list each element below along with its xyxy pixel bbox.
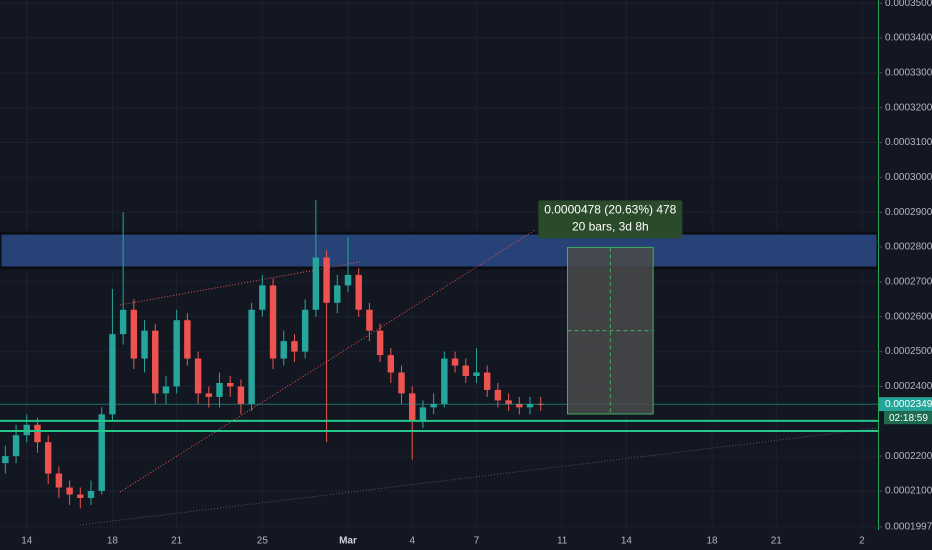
candle-body	[430, 403, 437, 408]
candle-body	[119, 309, 127, 335]
y-tick-label: 0.0002200	[885, 451, 932, 462]
candle-body	[216, 382, 223, 397]
candle-body	[269, 285, 277, 359]
x-tick-label: 18	[107, 536, 119, 547]
candle-body	[98, 414, 105, 491]
measure-sublabel: 20 bars, 3d 8h	[572, 220, 649, 234]
y-tick-label: 0.0002400	[885, 381, 932, 392]
candle-body	[376, 330, 384, 356]
candle-body	[259, 285, 266, 310]
y-tick-label: 0.0003100	[885, 137, 932, 148]
candle-body	[130, 309, 138, 359]
candle-body	[398, 372, 405, 394]
last-price-label: 0.0002349	[885, 399, 932, 410]
x-tick-label: 4	[409, 536, 415, 547]
candle-body	[355, 274, 362, 310]
x-tick-label: Mar	[339, 536, 357, 547]
candle-body	[23, 424, 30, 436]
trend-line	[79, 427, 879, 526]
candle-body	[483, 372, 491, 390]
candle-body	[226, 382, 234, 387]
candle-body	[334, 285, 341, 303]
x-tick-label: 11	[557, 536, 568, 547]
x-tick-label: 7	[474, 536, 480, 547]
countdown-badge	[884, 411, 932, 425]
y-tick-label: 0.0002600	[885, 311, 932, 322]
candle-body	[2, 456, 9, 464]
candle-body	[312, 257, 320, 310]
candle-body	[248, 309, 255, 404]
candle-body	[141, 330, 148, 359]
candle-body	[366, 309, 373, 331]
candle-body	[87, 490, 95, 498]
candle-body	[526, 403, 534, 408]
candles	[2, 200, 544, 509]
candle-body	[34, 424, 41, 443]
candle-body	[194, 358, 202, 394]
candle-body	[55, 473, 63, 488]
candle-body	[12, 435, 20, 457]
candle-body	[323, 257, 330, 303]
candle-body	[516, 403, 523, 408]
price-axis-bg	[878, 0, 932, 550]
y-tick-label: 0.0001997	[885, 522, 932, 533]
y-tick-label: 0.0002900	[885, 207, 932, 218]
x-tick-label: 14	[21, 536, 33, 547]
overlay: 0.0000478 (20.63%) 478 20 bars, 3d 8h	[0, 200, 878, 433]
candle-body	[301, 309, 309, 352]
candle-body	[387, 355, 395, 373]
price-axis: 0.0003500 0.0003400 0.0003300 0.0003200 0.00…	[878, 0, 932, 550]
measure-label-bg	[538, 200, 683, 239]
y-tick-label: 0.0002500	[885, 346, 932, 357]
trend-line	[119, 229, 536, 493]
candle-body	[473, 372, 480, 376]
candle-body	[152, 330, 159, 394]
candle-body	[237, 386, 245, 404]
y-tick-label: 0.0003200	[885, 102, 932, 113]
candle-body	[291, 341, 298, 352]
x-tick-label: 21	[171, 536, 183, 547]
candle-body	[441, 358, 448, 404]
candle-body	[505, 400, 512, 404]
candle-body	[280, 341, 287, 359]
y-tick-label: 0.0002100	[885, 486, 932, 497]
candle-body	[162, 386, 170, 394]
zone	[0, 231, 880, 270]
x-tick-label: 21	[771, 536, 783, 547]
x-tick-label: 2	[859, 536, 865, 547]
y-tick-label: 0.0002800	[885, 242, 932, 253]
candle-body	[462, 365, 469, 376]
y-tick-label: 0.0003000	[885, 172, 932, 183]
candle-body	[66, 487, 73, 495]
x-tick-label: 25	[257, 536, 269, 547]
measure-label: 0.0000478 (20.63%) 478	[544, 203, 676, 217]
candle-body	[184, 320, 191, 359]
y-tick-label: 0.0002700	[885, 277, 932, 288]
last-price-badge	[879, 397, 932, 412]
candle-body	[77, 494, 84, 498]
countdown: 02:18:59	[889, 413, 928, 424]
candle-body	[409, 393, 416, 422]
candle-body	[173, 320, 180, 387]
candle-body	[344, 274, 352, 286]
candle-body	[109, 334, 116, 415]
candle-body	[451, 358, 459, 366]
y-tick-label: 0.0003500	[885, 0, 932, 9]
y-tick-label: 0.0003300	[885, 67, 932, 78]
candle-body	[494, 389, 502, 401]
candle-body	[205, 393, 213, 397]
x-tick-label: 14	[621, 536, 633, 547]
candle-body	[419, 407, 427, 422]
trend-lines	[79, 229, 879, 526]
candle-body	[44, 442, 52, 474]
y-tick-label: 0.0003400	[885, 33, 932, 44]
x-tick-label: 18	[706, 536, 718, 547]
